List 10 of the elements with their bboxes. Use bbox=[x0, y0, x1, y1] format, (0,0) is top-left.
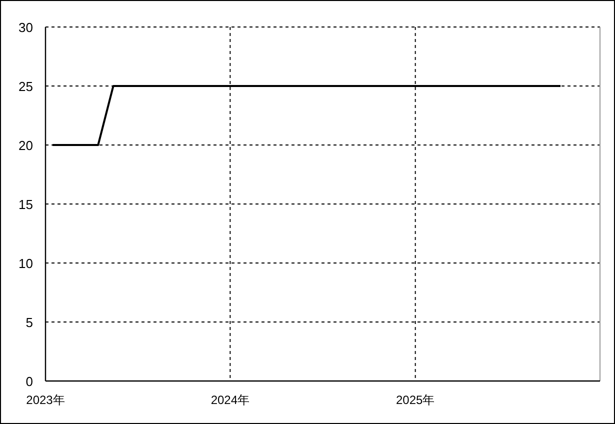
y-tick-label: 20 bbox=[18, 138, 33, 153]
x-tick-label: 2025年 bbox=[396, 393, 435, 407]
x-tick-label: 2023年 bbox=[26, 393, 65, 407]
y-tick-label: 15 bbox=[18, 197, 33, 212]
y-tick-label: 25 bbox=[18, 79, 33, 94]
y-tick-label: 5 bbox=[26, 315, 33, 330]
y-tick-label: 10 bbox=[18, 256, 33, 271]
x-tick-label: 2024年 bbox=[210, 393, 250, 407]
y-tick-label: 0 bbox=[26, 374, 33, 389]
y-tick-label: 30 bbox=[18, 20, 33, 35]
